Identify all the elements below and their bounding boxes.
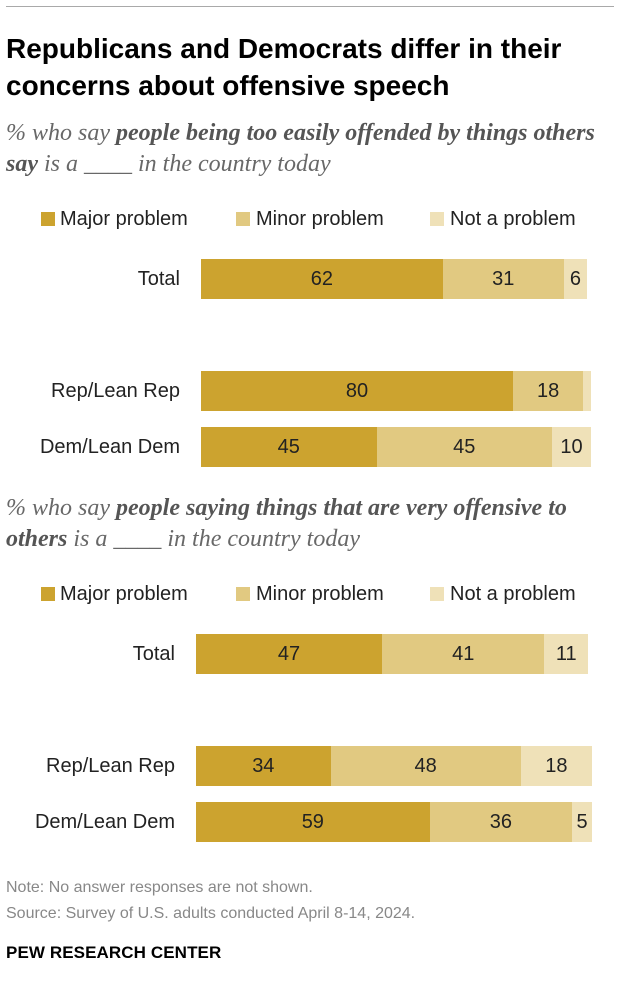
data-label: 47 bbox=[277, 643, 301, 665]
brand-logo-text: PEW RESEARCH CENTER bbox=[6, 943, 222, 962]
data-label: 45 bbox=[453, 436, 476, 458]
data-label: 18 bbox=[545, 755, 568, 777]
data-label: 31 bbox=[492, 268, 515, 290]
legend-swatch-major bbox=[41, 587, 55, 601]
bar-segment-not: 18 bbox=[520, 746, 592, 786]
subtitle-prefix: % who say bbox=[6, 120, 116, 146]
bar-segment-not bbox=[583, 371, 591, 411]
data-label: 6 bbox=[569, 268, 581, 290]
subtitle-emphasis: people saying things that are very offen… bbox=[6, 495, 567, 552]
bar-segment-major: 47 bbox=[196, 634, 383, 674]
legend-swatch-minor bbox=[236, 212, 250, 226]
bar-segment-major: 34 bbox=[196, 746, 331, 786]
subtitle-emphasis: people being too easily offended by thin… bbox=[6, 120, 595, 177]
subtitle-suffix: is a ____ in the country today bbox=[67, 526, 360, 552]
bar-segment-not: 11 bbox=[544, 634, 589, 674]
row-label-total: Total bbox=[132, 643, 175, 665]
legend-label-major: Major problem bbox=[60, 583, 188, 605]
panel-1-subtitle: % who say people being too easily offend… bbox=[6, 118, 606, 180]
bar-segment-major: 59 bbox=[196, 802, 430, 842]
data-label: 34 bbox=[252, 755, 275, 777]
bar-segment-minor: 45 bbox=[376, 427, 552, 467]
bar-segment-minor: 18 bbox=[513, 371, 584, 411]
bar-segment-major: 62 bbox=[201, 259, 443, 299]
legend-label-minor: Minor problem bbox=[256, 208, 384, 230]
row-label-total: Total bbox=[137, 268, 180, 290]
bar-segment-major: 45 bbox=[201, 427, 377, 467]
legend-label-not: Not a problem bbox=[450, 583, 576, 605]
bar-segment-minor: 48 bbox=[330, 746, 521, 786]
bar-segment-minor: 31 bbox=[442, 259, 564, 299]
bar-segment-minor: 41 bbox=[382, 634, 545, 674]
footnote: Note: No answer responses are not shown. bbox=[6, 879, 313, 896]
bar-segment-not: 5 bbox=[572, 802, 592, 842]
legend-label-major: Major problem bbox=[60, 208, 188, 230]
row-label-dem-lean-dem: Dem/Lean Dem bbox=[39, 436, 180, 458]
legend-swatch-minor bbox=[236, 587, 250, 601]
bar-segment-not: 6 bbox=[563, 259, 588, 299]
panel-2-subtitle: % who say people saying things that are … bbox=[6, 493, 606, 555]
data-label: 36 bbox=[489, 811, 513, 833]
data-label: 45 bbox=[277, 436, 300, 458]
legend-swatch-major bbox=[41, 212, 55, 226]
chart-title: Republicans and Democrats differ in thei… bbox=[6, 33, 562, 101]
bar-segment-not: 10 bbox=[552, 427, 591, 467]
row-label-dem-lean-dem: Dem/Lean Dem bbox=[34, 811, 175, 833]
data-label: 48 bbox=[414, 755, 437, 777]
panel-1-legend: Major problem Minor problem Not a proble… bbox=[0, 206, 620, 234]
row-label-rep-lean-rep: Rep/Lean Rep bbox=[46, 755, 175, 777]
subtitle-suffix: is a ____ in the country today bbox=[38, 151, 331, 177]
data-label: 10 bbox=[560, 436, 583, 458]
data-label: 18 bbox=[536, 380, 560, 402]
bar-segment-minor: 36 bbox=[429, 802, 573, 842]
data-label: 11 bbox=[555, 643, 577, 665]
data-label: 62 bbox=[310, 268, 334, 290]
data-label: 41 bbox=[452, 643, 475, 665]
data-label: 5 bbox=[576, 811, 588, 833]
legend-label-minor: Minor problem bbox=[256, 583, 384, 605]
row-label-rep-lean-rep: Rep/Lean Rep bbox=[51, 380, 180, 402]
panel-2-legend: Major problem Minor problem Not a proble… bbox=[0, 581, 620, 609]
source-note: Source: Survey of U.S. adults conducted … bbox=[6, 905, 416, 922]
legend-swatch-not bbox=[430, 587, 444, 601]
data-label: 59 bbox=[301, 811, 324, 833]
data-label: 80 bbox=[345, 380, 369, 402]
legend-label-not: Not a problem bbox=[450, 208, 576, 230]
top-rule bbox=[6, 6, 614, 7]
subtitle-prefix: % who say bbox=[6, 495, 116, 521]
bar-segment-major: 80 bbox=[201, 371, 513, 411]
legend-swatch-not bbox=[430, 212, 444, 226]
